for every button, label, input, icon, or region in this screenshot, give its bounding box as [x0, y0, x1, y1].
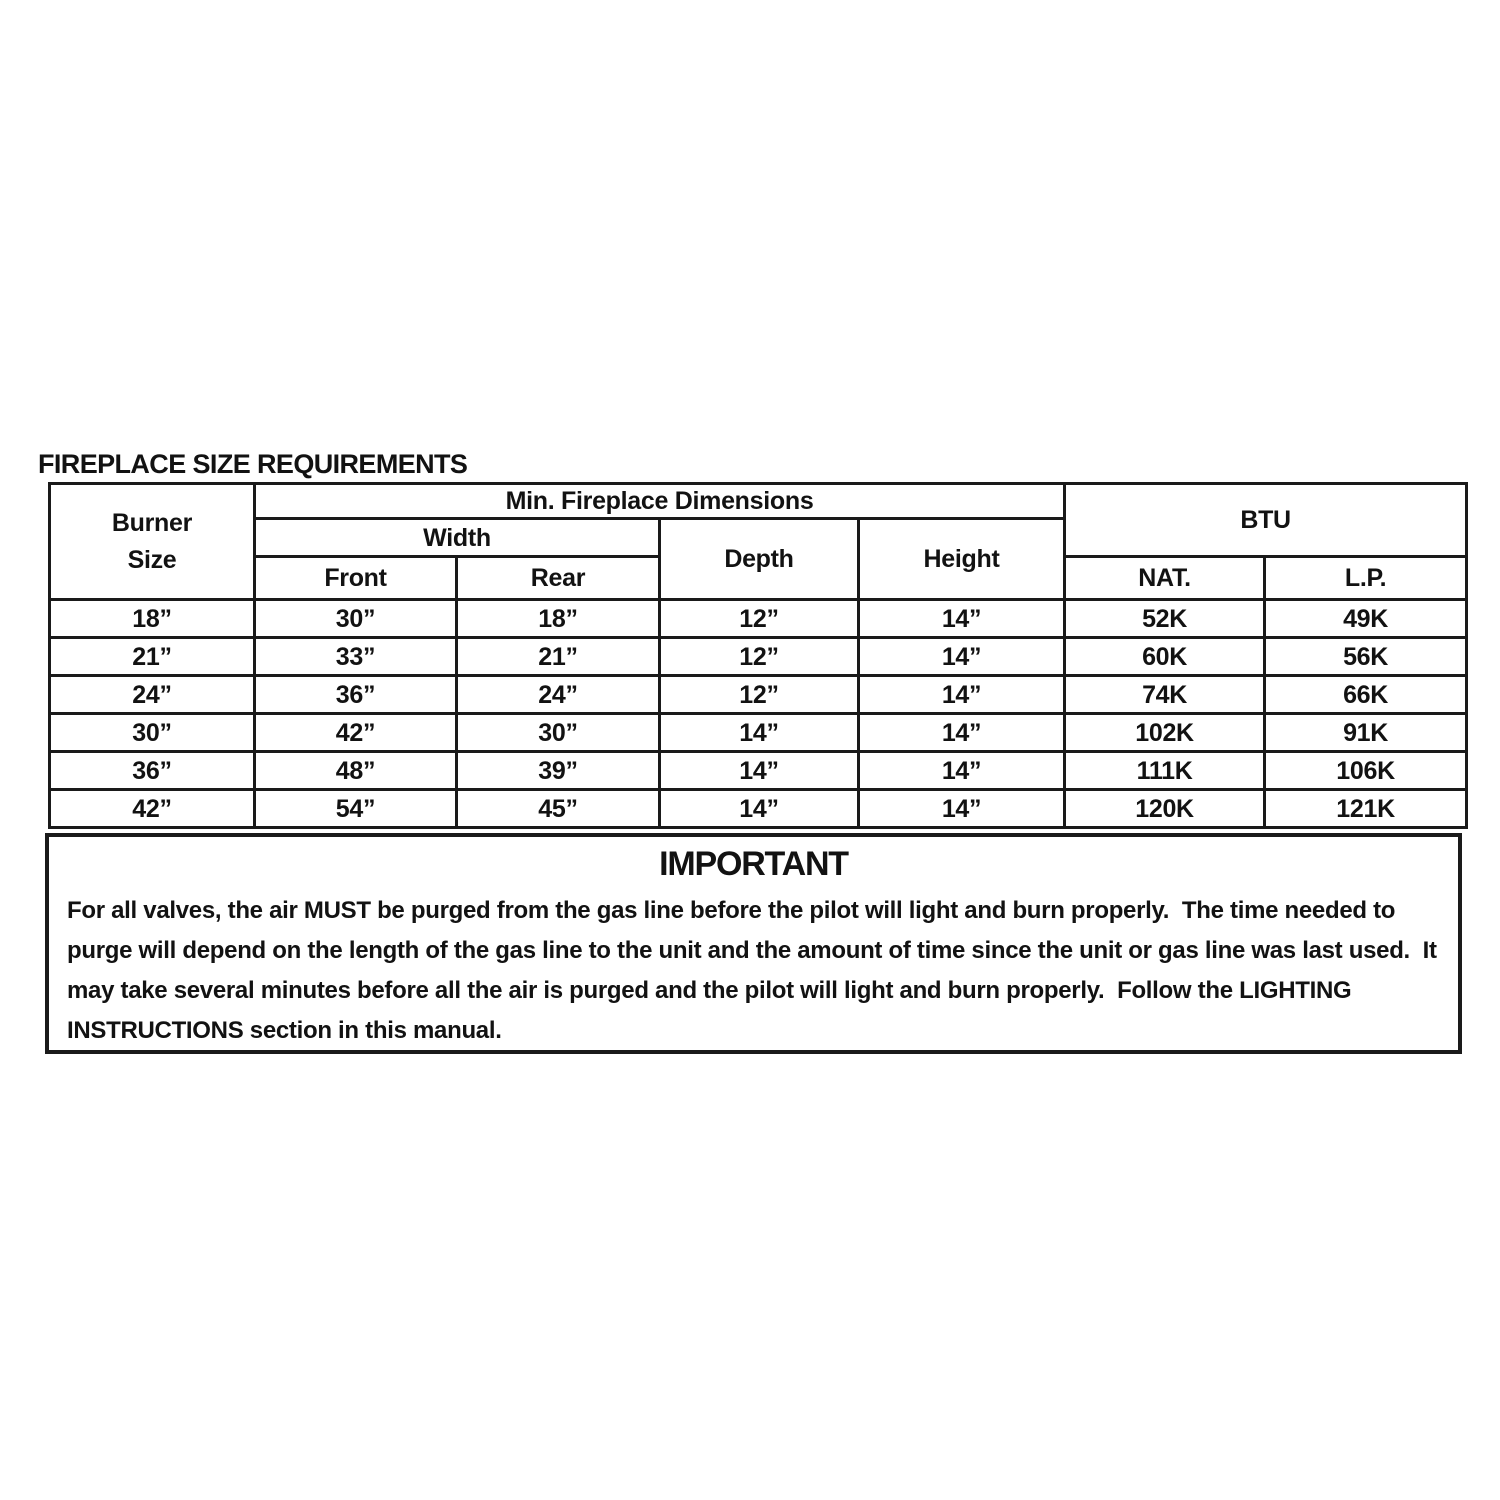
header-row-2: Width Depth Height	[50, 517, 1467, 601]
table-cell: 36”	[253, 674, 458, 715]
header-btu: BTU	[1063, 482, 1469, 558]
header-nat: NAT.	[1063, 555, 1267, 601]
table-cell: 74K	[1063, 674, 1267, 715]
table-cell: 12”	[658, 636, 860, 677]
table-cell: 14”	[856, 788, 1067, 829]
table-row: 30” 42” 30” 14” 14” 102K 91K	[48, 712, 1469, 753]
table-cell: 18”	[48, 598, 256, 639]
table-cell: 24”	[48, 674, 256, 715]
important-body-text: For all valves, the air MUST be purged f…	[67, 897, 1444, 1044]
header-rear: Rear	[455, 555, 661, 601]
header-burner-size-line2: Size	[127, 545, 177, 574]
table-body: 18” 30” 18” 12” 14” 52K 49K 21” 33” 21” …	[48, 598, 1469, 829]
table-cell: 56K	[1263, 636, 1469, 677]
table-row: 24” 36” 24” 12” 14” 74K 66K	[48, 674, 1469, 715]
header-width: Width	[253, 517, 661, 558]
important-heading: IMPORTANT	[659, 845, 849, 883]
table-cell: 14”	[856, 712, 1067, 753]
table-row: 42” 54” 45” 14” 14” 120K 121K	[48, 788, 1469, 829]
table-cell: 91K	[1263, 712, 1469, 753]
table-cell: 33”	[253, 636, 458, 677]
table-cell: 30”	[48, 712, 256, 753]
header-row-3: Front Rear NAT. L.P.	[50, 555, 1469, 601]
table-cell: 14”	[856, 674, 1067, 715]
table-cell: 18”	[455, 598, 661, 639]
table-cell: 49K	[1263, 598, 1469, 639]
table-cell: 42”	[253, 712, 458, 753]
table-cell: 14”	[856, 636, 1067, 677]
table-row: 21” 33” 21” 12” 14” 60K 56K	[48, 636, 1469, 677]
table-cell: 14”	[856, 598, 1067, 639]
table-cell: 60K	[1063, 636, 1267, 677]
table-cell: 36”	[48, 750, 256, 791]
table-header: Burner Size Min. Fireplace Dimensions BT…	[48, 482, 1469, 601]
table-cell: 45”	[455, 788, 661, 829]
fireplace-size-table: Burner Size Min. Fireplace Dimensions BT…	[48, 482, 1469, 829]
table-cell: 121K	[1263, 788, 1469, 829]
page-title: FIREPLACE SIZE REQUIREMENTS	[38, 449, 468, 479]
table-cell: 39”	[455, 750, 661, 791]
table-cell: 111K	[1063, 750, 1267, 791]
table-cell: 21”	[48, 636, 256, 677]
table-cell: 21”	[455, 636, 661, 677]
header-min-fireplace-dimensions: Min. Fireplace Dimensions	[252, 482, 1067, 520]
header-lp: L.P.	[1263, 555, 1469, 601]
table-row: 36” 48” 39” 14” 14” 111K 106K	[48, 750, 1469, 791]
table-cell: 106K	[1263, 750, 1469, 791]
table-cell: 48”	[253, 750, 458, 791]
table-cell: 30”	[253, 598, 458, 639]
table-cell: 54”	[253, 788, 458, 829]
table-cell: 42”	[48, 788, 256, 829]
header-height: Height	[856, 517, 1067, 601]
header-depth: Depth	[658, 517, 860, 601]
header-row-1: Burner Size Min. Fireplace Dimensions BT…	[48, 482, 1469, 601]
table-cell: 14”	[658, 788, 860, 829]
table-cell: 52K	[1063, 598, 1267, 639]
table-cell: 14”	[658, 750, 860, 791]
header-burner-size: Burner Size	[48, 482, 256, 601]
header-front: Front	[253, 555, 458, 601]
table-row: 18” 30” 18” 12” 14” 52K 49K	[48, 598, 1469, 639]
table-cell: 30”	[455, 712, 661, 753]
table-cell: 14”	[856, 750, 1067, 791]
table-cell: 12”	[658, 598, 860, 639]
table-cell: 120K	[1063, 788, 1267, 829]
table-cell: 12”	[658, 674, 860, 715]
important-notice-box: IMPORTANT For all valves, the air MUST b…	[45, 833, 1462, 1054]
header-burner-size-line1: Burner	[111, 508, 193, 537]
table-cell: 14”	[658, 712, 860, 753]
table-cell: 24”	[455, 674, 661, 715]
table-cell: 66K	[1263, 674, 1469, 715]
table-cell: 102K	[1063, 712, 1267, 753]
